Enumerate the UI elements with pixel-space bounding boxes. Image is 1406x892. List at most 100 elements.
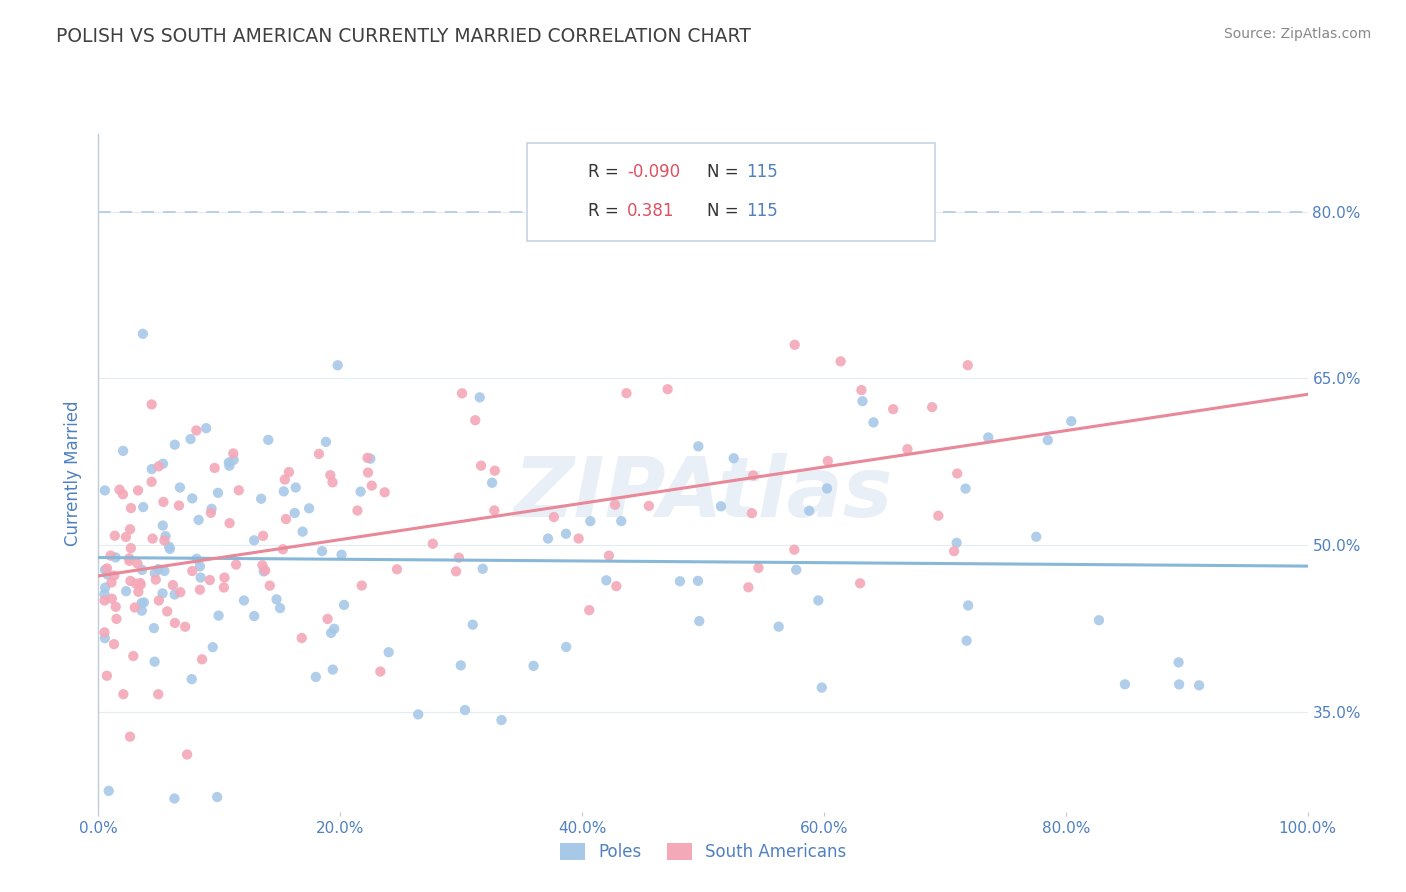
Point: [148, 687, 170, 701]
Point: [253, 565, 276, 579]
Point: [273, 484, 295, 499]
Point: [349, 484, 371, 499]
Point: [97, 784, 120, 798]
Point: [955, 482, 977, 496]
Point: [742, 468, 765, 483]
Text: N =: N =: [707, 163, 744, 181]
Point: [257, 433, 280, 447]
Point: [316, 612, 339, 626]
Point: [579, 514, 602, 528]
Point: [252, 529, 274, 543]
Point: [274, 473, 297, 487]
Point: [180, 432, 202, 446]
Point: [957, 599, 980, 613]
Point: [152, 457, 174, 471]
Point: [120, 730, 142, 744]
Point: [522, 659, 544, 673]
Point: [269, 601, 291, 615]
Point: [768, 619, 790, 633]
Point: [464, 413, 486, 427]
Point: [218, 455, 240, 469]
Point: [176, 747, 198, 762]
Point: [252, 558, 274, 573]
Point: [688, 439, 710, 453]
Point: [143, 566, 166, 581]
Point: [120, 501, 142, 516]
Text: N =: N =: [707, 202, 744, 220]
Point: [669, 574, 692, 589]
Point: [278, 465, 301, 479]
Text: 0.381: 0.381: [627, 202, 675, 220]
Point: [882, 402, 904, 417]
Point: [259, 579, 281, 593]
Point: [127, 557, 149, 571]
Point: [93, 625, 115, 640]
Point: [205, 790, 228, 805]
Text: -0.090: -0.090: [627, 163, 681, 181]
Point: [785, 563, 807, 577]
Point: [132, 595, 155, 609]
Point: [896, 442, 918, 457]
Point: [305, 670, 328, 684]
Point: [359, 451, 381, 466]
Point: [450, 658, 472, 673]
Point: [322, 475, 344, 490]
Point: [100, 549, 122, 563]
Point: [122, 649, 145, 664]
Point: [817, 454, 839, 468]
Point: [266, 592, 288, 607]
Point: [131, 604, 153, 618]
Point: [120, 522, 142, 536]
Point: [228, 483, 250, 498]
Point: [271, 542, 294, 557]
Point: [385, 562, 408, 576]
Point: [471, 562, 494, 576]
Point: [104, 599, 127, 614]
Point: [1088, 613, 1111, 627]
Point: [103, 568, 125, 582]
Point: [322, 663, 344, 677]
Point: [323, 622, 346, 636]
Point: [94, 483, 117, 498]
Point: [688, 614, 710, 628]
Point: [326, 359, 349, 373]
Point: [120, 574, 142, 588]
Point: [103, 637, 125, 651]
Point: [610, 514, 633, 528]
Point: [96, 669, 118, 683]
Point: [1025, 530, 1047, 544]
Point: [148, 593, 170, 607]
Point: [222, 453, 245, 467]
Point: [163, 587, 186, 601]
Point: [141, 397, 163, 411]
Point: [723, 451, 745, 466]
Point: [946, 467, 969, 481]
Point: [799, 504, 821, 518]
Point: [200, 506, 222, 520]
Point: [96, 567, 118, 582]
Point: [555, 640, 578, 654]
Point: [222, 446, 245, 460]
Point: [330, 548, 353, 562]
Point: [1114, 677, 1136, 691]
Point: [862, 416, 884, 430]
Point: [578, 603, 600, 617]
Point: [447, 550, 470, 565]
Point: [163, 791, 186, 805]
Point: [94, 631, 117, 645]
Point: [132, 500, 155, 514]
Point: [101, 591, 124, 606]
Point: [159, 541, 181, 556]
Point: [1060, 414, 1083, 428]
Point: [191, 652, 214, 666]
Point: [186, 551, 208, 566]
Point: [132, 326, 155, 341]
Point: [162, 578, 184, 592]
Point: [148, 459, 170, 474]
Point: [927, 508, 949, 523]
Point: [568, 532, 591, 546]
Point: [484, 464, 506, 478]
Point: [188, 582, 211, 597]
Point: [783, 542, 806, 557]
Point: [93, 587, 115, 601]
